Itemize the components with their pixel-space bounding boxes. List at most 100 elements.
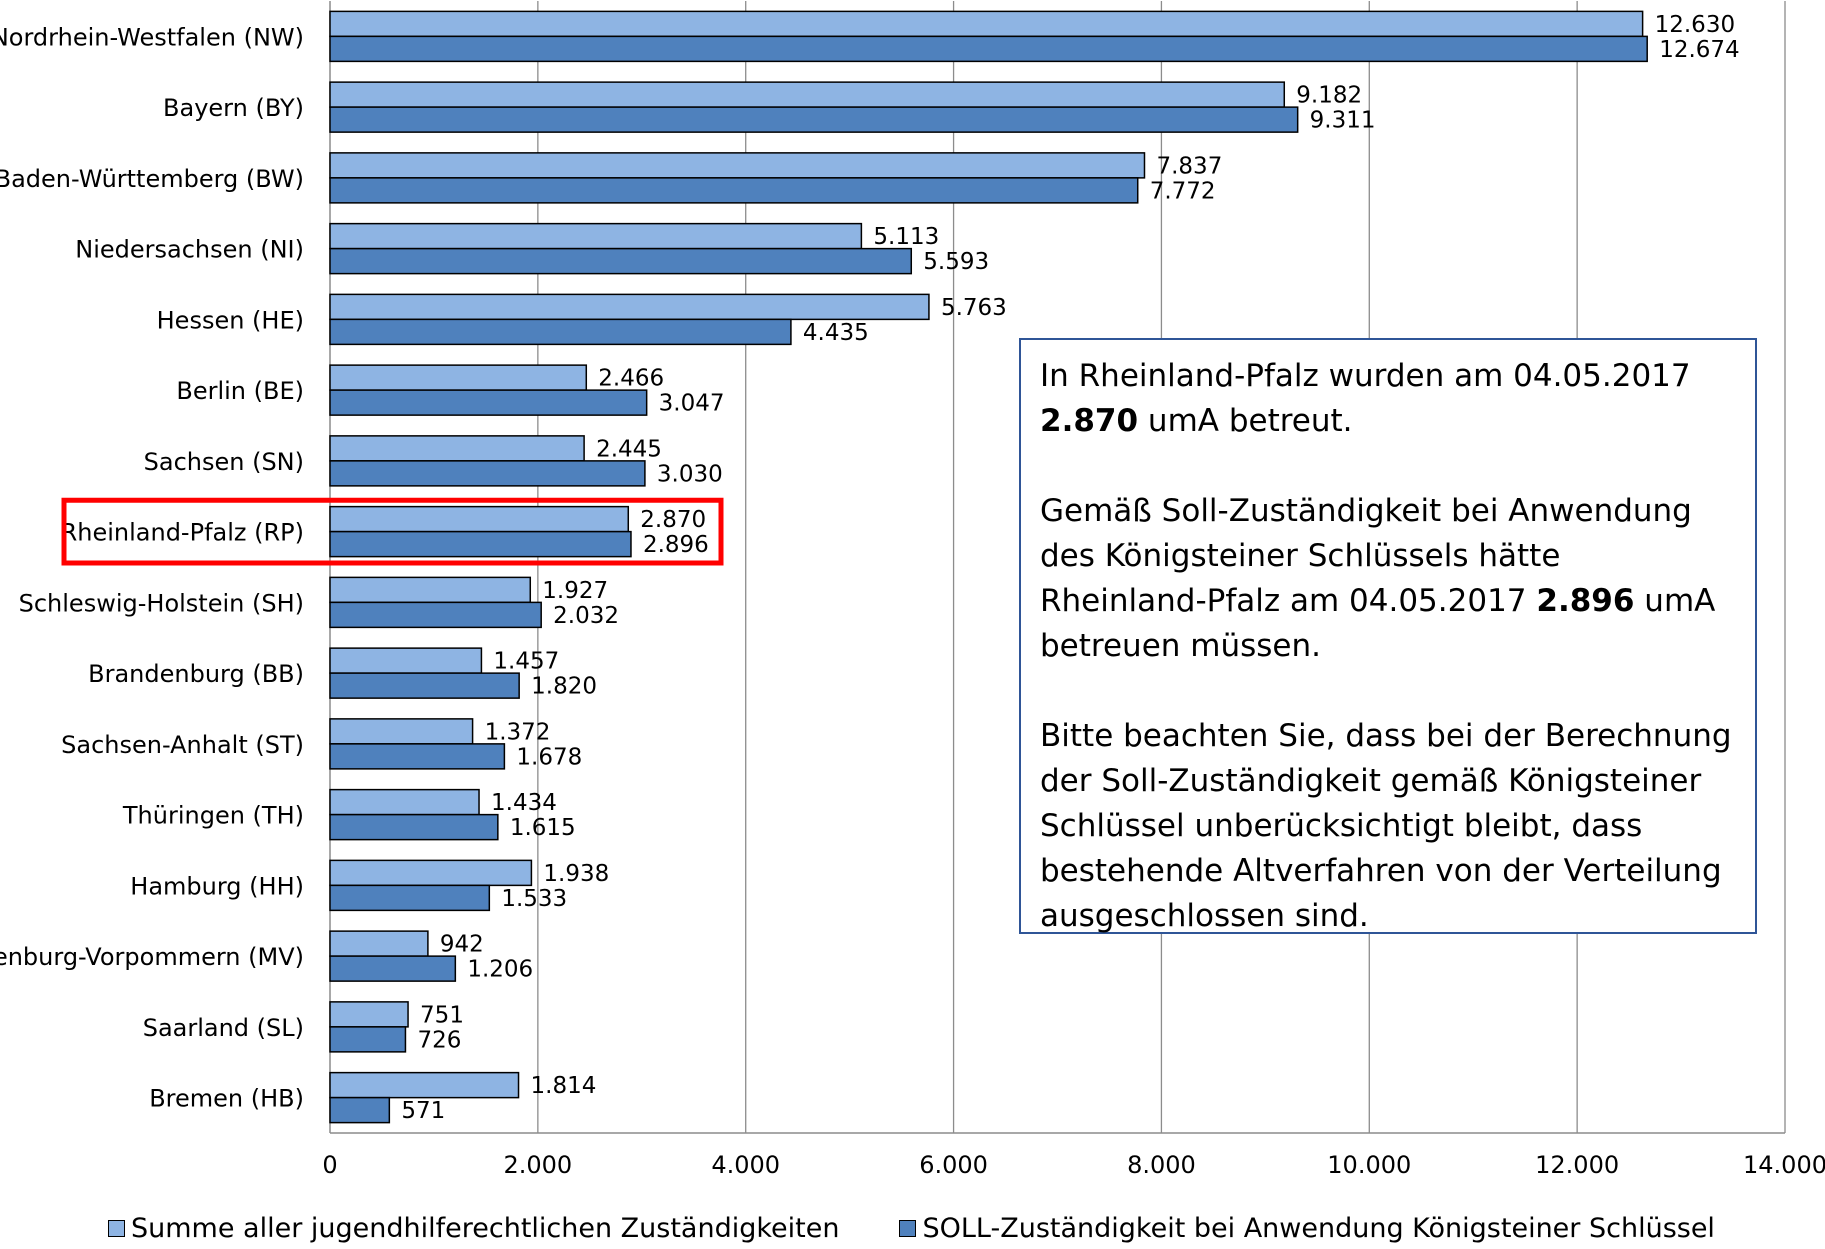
category-label: Hamburg (HH) bbox=[130, 872, 304, 900]
data-label: 5.763 bbox=[941, 295, 1007, 321]
category-label: Bayern (BY) bbox=[163, 94, 304, 122]
data-label: 7.837 bbox=[1156, 153, 1222, 179]
category-label: Berlin (BE) bbox=[176, 377, 304, 405]
note-p2-text: Gemäß Soll-Zuständigkeit bei Anwendung d… bbox=[1040, 493, 1692, 619]
bar-series-1 bbox=[329, 788, 480, 816]
data-label: 9.182 bbox=[1296, 83, 1362, 109]
bar-series-1 bbox=[329, 576, 532, 604]
x-tick-label: 0 bbox=[322, 1151, 337, 1179]
category-label: Saarland (SL) bbox=[143, 1014, 304, 1042]
note-p2-text-end: umA betreuen müssen. bbox=[1040, 583, 1716, 664]
bar-series-2 bbox=[329, 743, 506, 770]
bar-series-1 bbox=[329, 1071, 520, 1099]
note-paragraph-3: Bitte beachten Sie, dass bei der Berechn… bbox=[1040, 718, 1732, 934]
legend-swatch-series-1 bbox=[108, 1220, 125, 1237]
legend-label-series-1: Summe aller jugendhilferechtlichen Zustä… bbox=[131, 1213, 840, 1244]
legend: Summe aller jugendhilferechtlichen Zustä… bbox=[108, 1213, 1715, 1244]
data-label: 1.206 bbox=[467, 957, 533, 983]
data-label: 1.533 bbox=[501, 886, 567, 912]
data-label: 1.814 bbox=[531, 1073, 597, 1099]
data-label: 5.593 bbox=[923, 249, 989, 275]
category-label: Sachsen (SN) bbox=[144, 448, 304, 476]
bar-series-1 bbox=[329, 222, 863, 250]
bar-series-2 bbox=[329, 106, 1299, 133]
bar-series-2 bbox=[329, 530, 632, 558]
data-label: 2.870 bbox=[640, 507, 706, 533]
category-label: Baden-Württemberg (BW) bbox=[0, 165, 304, 193]
note-paragraph-1: In Rheinland-Pfalz wurden am 04.05.2017 … bbox=[1040, 354, 1736, 444]
data-label: 12.630 bbox=[1655, 12, 1735, 38]
bar-series-2 bbox=[329, 601, 542, 629]
data-label: 1.938 bbox=[543, 861, 609, 887]
data-label: 9.311 bbox=[1310, 108, 1376, 134]
data-label: 3.047 bbox=[659, 391, 725, 417]
data-label: 1.927 bbox=[542, 578, 608, 604]
note-p1-text: In Rheinland-Pfalz wurden am 04.05.2017 bbox=[1040, 358, 1691, 394]
x-tick-label: 14.000 bbox=[1743, 1151, 1825, 1179]
category-label: Brandenburg (BB) bbox=[88, 660, 304, 688]
x-tick-label: 4.000 bbox=[711, 1151, 780, 1179]
data-label: 2.032 bbox=[553, 603, 619, 629]
bar-series-2 bbox=[329, 247, 913, 275]
category-label: Schleswig-Holstein (SH) bbox=[19, 589, 304, 617]
note-p2-bold: 2.896 bbox=[1536, 583, 1635, 619]
category-labels: Nordrhein-Westfalen (NW) Bayern (BY) Baden… bbox=[0, 23, 304, 1112]
data-label: 751 bbox=[420, 1002, 464, 1028]
legend-label-series-2: SOLL-Zuständigkeit bei Anwendung Königst… bbox=[922, 1213, 1715, 1244]
category-label: Thüringen (TH) bbox=[122, 802, 304, 830]
data-label: 726 bbox=[417, 1027, 461, 1053]
data-label: 2.896 bbox=[643, 532, 709, 558]
data-label: 2.466 bbox=[598, 366, 664, 392]
data-label: 1.434 bbox=[491, 790, 557, 816]
category-label: Bremen (HB) bbox=[149, 1085, 304, 1113]
note-p1-text-end: umA betreut. bbox=[1138, 403, 1353, 439]
x-tick-label: 12.000 bbox=[1535, 1151, 1619, 1179]
data-label: 2.445 bbox=[596, 436, 662, 462]
bar-series-1 bbox=[329, 859, 533, 887]
bar-series-2 bbox=[329, 1026, 407, 1053]
category-label: Mecklenburg-Vorpommern (MV) bbox=[0, 943, 304, 971]
legend-item-series-1: Summe aller jugendhilferechtlichen Zustä… bbox=[108, 1213, 839, 1244]
data-label: 1.678 bbox=[516, 744, 582, 770]
bar-series-1 bbox=[329, 435, 585, 462]
bar-series-2 bbox=[329, 35, 1648, 63]
bar-series-2 bbox=[329, 955, 457, 982]
bar-series-2 bbox=[329, 1096, 391, 1124]
bar-series-1 bbox=[329, 293, 930, 321]
category-label: Rheinland-Pfalz (RP) bbox=[61, 519, 304, 547]
data-label: 571 bbox=[401, 1098, 445, 1124]
bar-series-2 bbox=[329, 460, 646, 487]
bar-series-2 bbox=[329, 318, 792, 346]
x-tick-label: 6.000 bbox=[919, 1151, 988, 1179]
bar-series-1 bbox=[329, 647, 483, 674]
bar-series-1 bbox=[329, 718, 474, 745]
bar-series-2 bbox=[329, 813, 499, 841]
bar-series-1 bbox=[329, 505, 630, 533]
bar-series-1 bbox=[329, 364, 588, 391]
bars bbox=[329, 10, 1648, 1124]
note-p1-bold: 2.870 bbox=[1040, 403, 1139, 439]
category-label: Sachsen-Anhalt (ST) bbox=[61, 731, 304, 759]
bar-series-2 bbox=[329, 884, 491, 912]
legend-item-series-2: SOLL-Zuständigkeit bei Anwendung Königst… bbox=[899, 1213, 1715, 1244]
category-label: Hessen (HE) bbox=[157, 306, 304, 334]
data-label: 942 bbox=[440, 932, 484, 958]
bar-series-2 bbox=[329, 389, 648, 416]
data-label: 5.113 bbox=[873, 224, 939, 250]
data-label: 1.820 bbox=[531, 674, 597, 700]
bar-series-1 bbox=[329, 152, 1146, 179]
x-tick-label: 10.000 bbox=[1327, 1151, 1411, 1179]
data-label: 4.435 bbox=[803, 320, 869, 346]
data-label: 1.372 bbox=[485, 719, 551, 745]
x-tick-label: 2.000 bbox=[503, 1151, 572, 1179]
data-label: 1.457 bbox=[493, 649, 559, 675]
bar-series-1 bbox=[329, 10, 1644, 38]
note-paragraph-2: Gemäß Soll-Zuständigkeit bei Anwendung d… bbox=[1040, 489, 1736, 669]
bar-series-2 bbox=[329, 177, 1139, 204]
data-label: 1.615 bbox=[510, 815, 576, 841]
highlight-rectangle bbox=[61, 497, 724, 566]
highlight-box bbox=[61, 497, 724, 566]
annotation-box: In Rheinland-Pfalz wurden am 04.05.2017 … bbox=[1019, 338, 1757, 934]
